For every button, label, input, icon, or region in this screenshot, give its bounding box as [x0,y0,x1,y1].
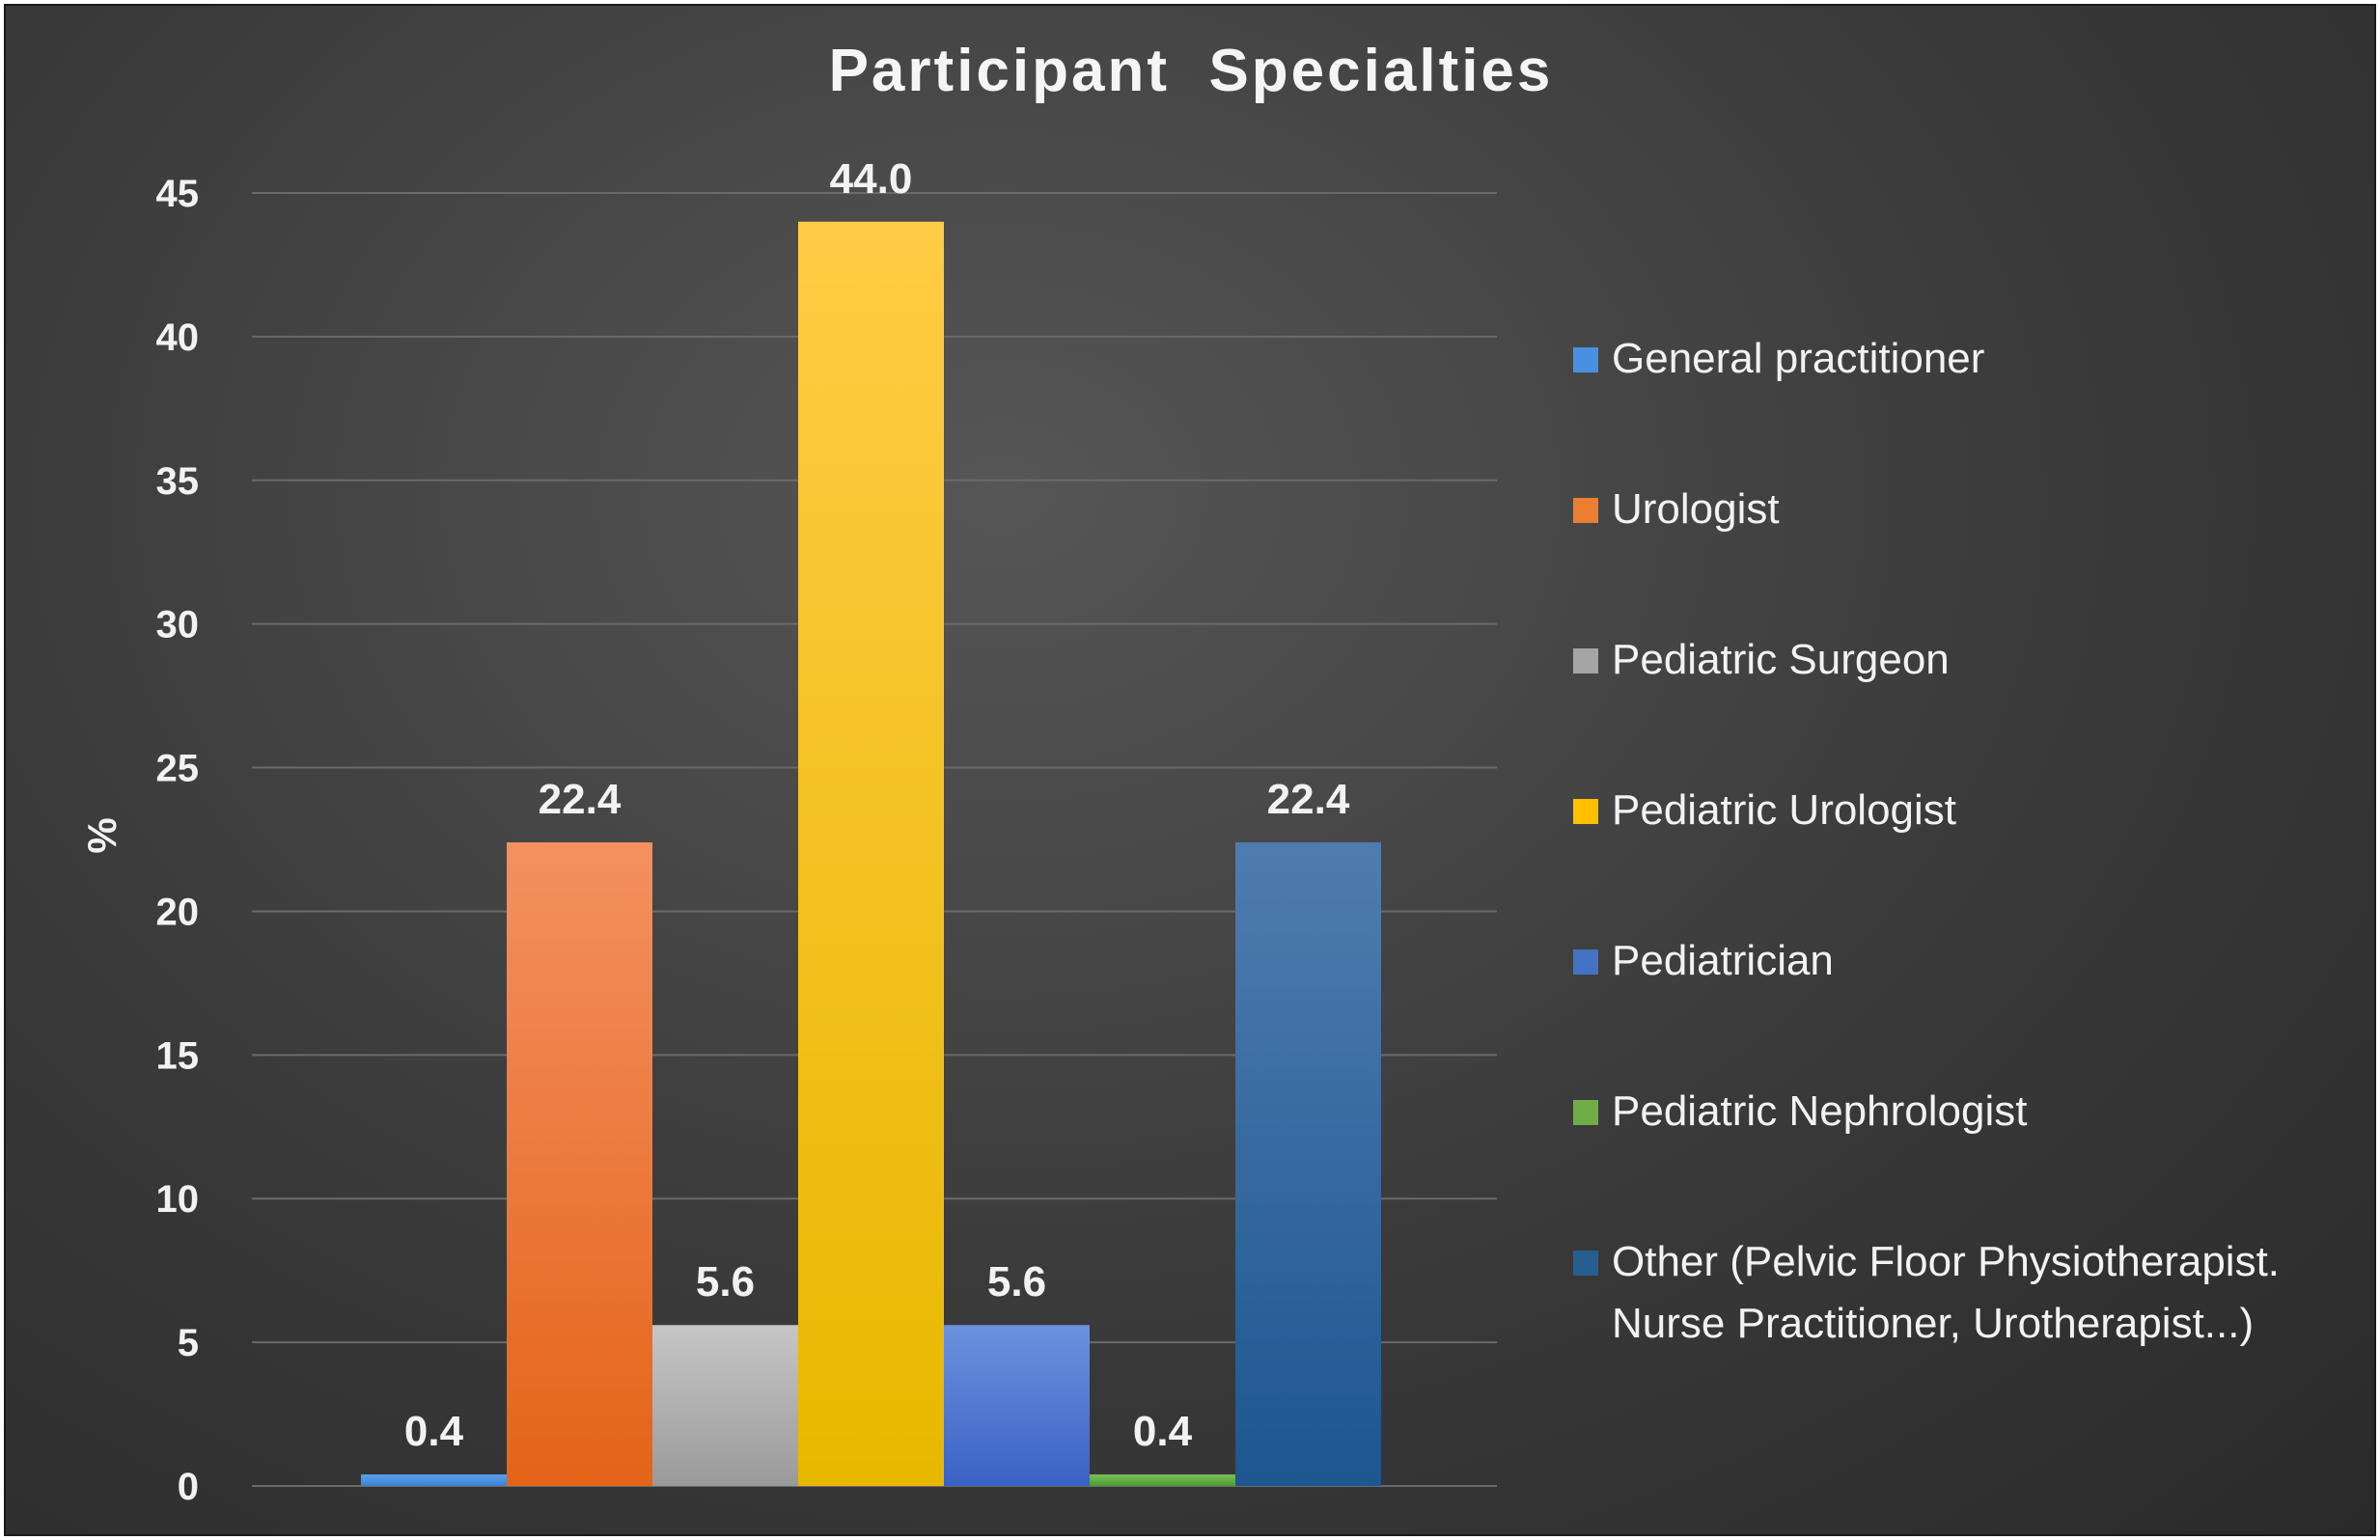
legend-item: Pediatric Urologist [1573,786,1956,834]
legend-item: General practitioner [1573,335,1984,382]
y-tick-label: 20 [156,891,200,933]
legend-swatch [1573,347,1598,372]
legend-label: Pediatric Urologist [1612,786,1956,834]
legend-label: Pediatric Nephrologist [1612,1087,2027,1135]
bars [361,221,1381,1486]
bar-chart: 0 5 10 15 20 25 30 35 40 45 0.4 22.4 5.6 44.0 5.6 0.4 2… [79,38,2280,1508]
y-tick-label: 35 [156,460,200,503]
legend-item: Pediatric Surgeon [1573,636,1950,683]
bar [361,1474,507,1486]
bar [1090,1474,1235,1486]
legend-label: Other (Pelvic Floor Physiotherapist. [1612,1238,2280,1285]
data-label: 22.4 [1267,776,1350,823]
legend-swatch [1573,799,1598,824]
data-label: 5.6 [696,1258,755,1306]
y-tick-label: 15 [156,1034,200,1077]
y-tick-label: 5 [178,1322,199,1364]
y-tick-label: 30 [156,604,200,646]
legend-label: Urologist [1612,485,1780,533]
y-tick-label: 0 [178,1466,199,1508]
bar [507,841,652,1486]
chart-frame: 0 5 10 15 20 25 30 35 40 45 0.4 22.4 5.6 44.0 5.6 0.4 2… [4,4,2376,1536]
legend-swatch [1573,648,1598,674]
y-tick-label: 10 [156,1178,200,1221]
y-axis-label: % [79,817,125,853]
bar [1235,841,1381,1486]
data-labels: 0.4 22.4 5.6 44.0 5.6 0.4 22.4 [404,155,1350,1455]
legend-item: Pediatrician [1573,937,1834,984]
data-label: 44.0 [830,155,913,203]
legend: General practitioner Urologist Pediatric S… [1573,335,2280,1347]
legend-item: Other (Pelvic Floor Physiotherapist. Nurs… [1573,1238,2280,1347]
bar [798,221,944,1486]
y-tick-label: 45 [156,173,200,215]
legend-item: Urologist [1573,485,1780,533]
y-tick-label: 25 [156,748,200,790]
bar [944,1325,1090,1486]
legend-swatch [1573,1100,1598,1125]
legend-swatch [1573,949,1598,975]
y-tick-label: 40 [156,316,200,359]
data-label: 0.4 [404,1408,464,1455]
data-label: 0.4 [1133,1408,1193,1455]
legend-label: Nurse Practitioner, Urotherapist...) [1612,1300,2254,1347]
legend-label: General practitioner [1612,335,1984,382]
bar [652,1325,798,1486]
data-label: 5.6 [987,1258,1046,1306]
legend-swatch [1573,498,1598,523]
data-label: 22.4 [539,776,622,823]
legend-item: Pediatric Nephrologist [1573,1087,2027,1135]
legend-label: Pediatric Surgeon [1612,636,1950,683]
chart-title: Participant Specialties [829,38,1554,104]
legend-swatch [1573,1251,1598,1276]
y-axis-ticks: 0 5 10 15 20 25 30 35 40 45 [156,173,200,1508]
legend-label: Pediatrician [1612,937,1834,984]
